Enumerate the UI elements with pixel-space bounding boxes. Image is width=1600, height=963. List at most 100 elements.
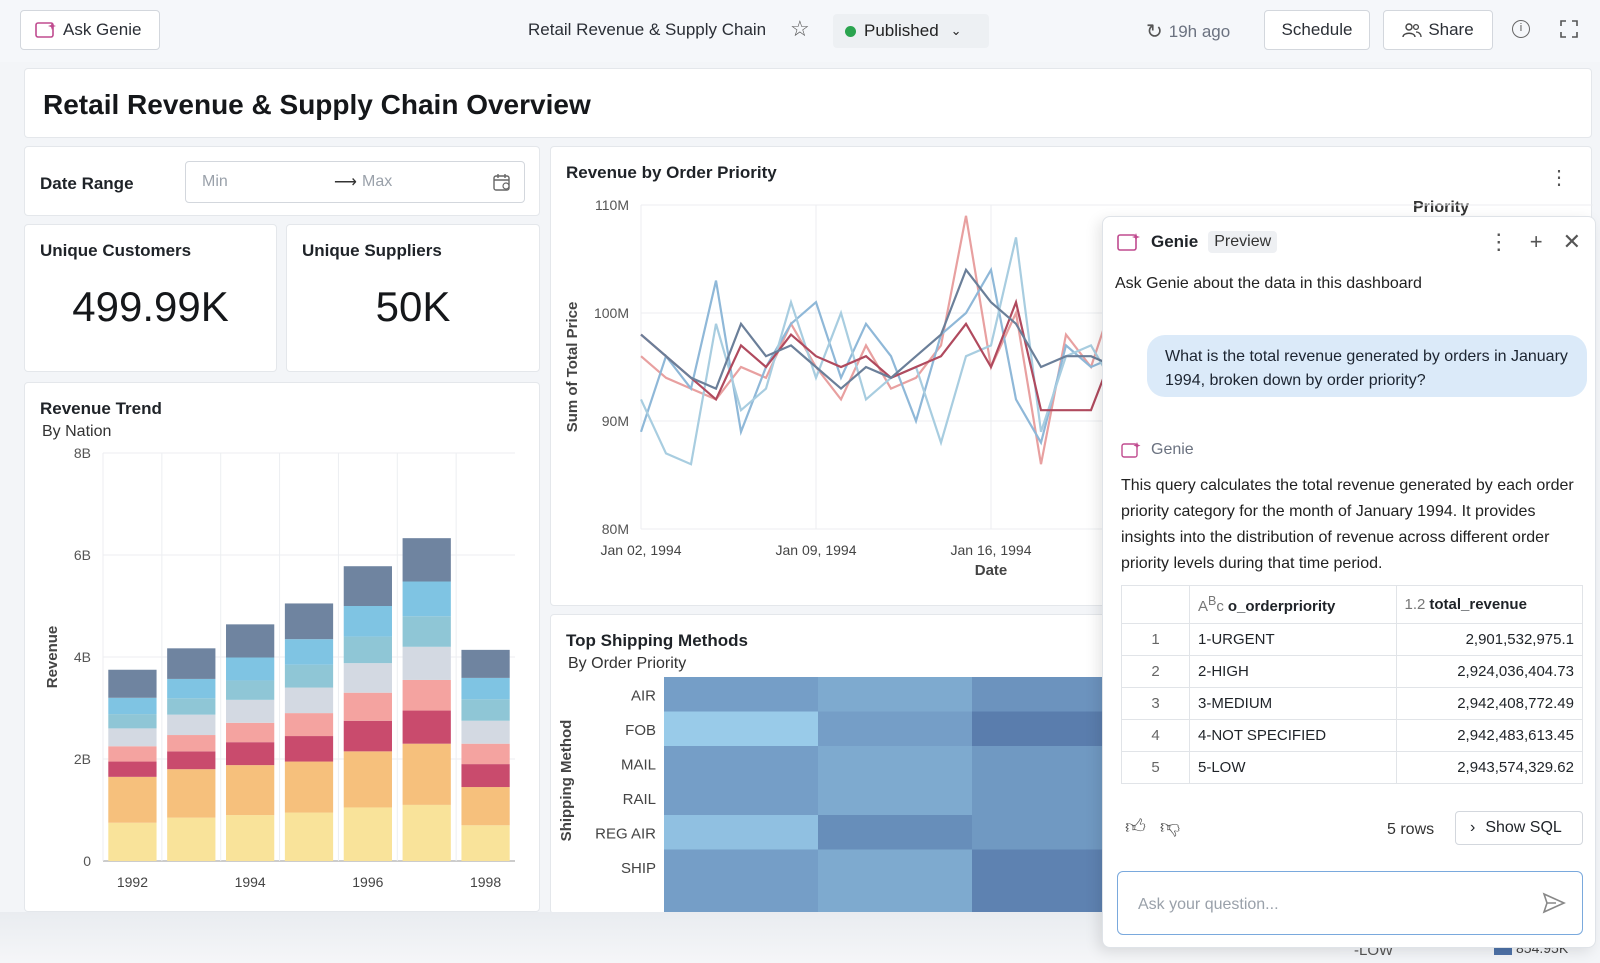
chart-title: Revenue Trend: [40, 399, 162, 418]
series-line: [640, 298, 1118, 412]
heatmap-cell: [818, 780, 972, 815]
series-line: [640, 237, 1117, 466]
ask-question-input[interactable]: Ask your question...: [1117, 871, 1583, 935]
ask-genie-button[interactable]: Ask Genie: [20, 10, 160, 50]
table-header-total-revenue[interactable]: 1.2 total_revenue: [1395, 585, 1584, 624]
rows-count: 5 rows: [1387, 821, 1435, 838]
date-max-input[interactable]: Max: [362, 173, 393, 190]
table-row: 2 2-HIGH 2,924,036,404.73: [1121, 655, 1584, 688]
date-range-input[interactable]: Min ⟶ Max: [185, 161, 525, 203]
heatmap-cell: [818, 815, 972, 850]
bar-segment: [343, 636, 392, 664]
string-type-icon: ABc: [1198, 594, 1224, 615]
close-icon[interactable]: ✕: [1562, 229, 1581, 254]
bar-segment: [402, 804, 451, 861]
genie-sparkle-icon: [1117, 233, 1140, 251]
chart-title: Revenue by Order Priority: [566, 163, 777, 182]
genie-header: Genie Preview: [1117, 231, 1278, 253]
x-tick-label: Jan 09, 1994: [776, 542, 857, 558]
schedule-label: Schedule: [1281, 20, 1353, 39]
bar-segment: [343, 663, 392, 693]
bar-segment: [402, 538, 451, 582]
row-label: FOB: [625, 722, 656, 739]
send-icon[interactable]: [1542, 892, 1566, 914]
chart-subtitle: By Nation: [42, 423, 112, 440]
plus-icon[interactable]: +: [1529, 229, 1543, 254]
y-axis-label: Shipping Method: [558, 720, 575, 842]
publish-status-dropdown[interactable]: Published ⌄: [833, 14, 989, 48]
bar-segment: [284, 761, 334, 813]
heatmap-cell: [664, 711, 818, 746]
heatmap-cell: [972, 884, 1126, 913]
y-axis-label: Sum of Total Price: [564, 302, 581, 433]
refresh-time: 19h ago: [1168, 21, 1231, 41]
bar-segment: [108, 728, 157, 747]
bar-segment: [167, 714, 216, 736]
row-label: REG AIR: [595, 825, 656, 842]
schedule-button[interactable]: Schedule: [1264, 10, 1370, 50]
bar-segment: [167, 769, 216, 818]
thumbs-up-icon[interactable]: 👍︎: [1125, 816, 1146, 838]
bar-segment: [402, 646, 451, 680]
unique-suppliers-card: Unique Suppliers 50K: [286, 224, 540, 372]
heatmap-cell: [664, 849, 818, 884]
bar-segment: [226, 815, 275, 861]
revenue-trend-chart: 0 2B 4B 6B 8B 1992 1994 1996 1998 Revenue: [44, 445, 515, 890]
dashboard-title-card: Retail Revenue & Supply Chain Overview: [24, 68, 1592, 138]
bar-segment: [167, 735, 216, 752]
bar-segment: [226, 722, 275, 743]
heatmap-cell: [818, 849, 972, 884]
show-sql-button[interactable]: › Show SQL: [1455, 811, 1583, 845]
y-tick-label: 2B: [74, 751, 91, 767]
thumbs-down-icon[interactable]: 👎︎: [1159, 816, 1181, 838]
heatmap-cell: [664, 780, 818, 815]
info-icon[interactable]: i: [1512, 20, 1530, 38]
heatmap-cell: [818, 677, 972, 712]
table-header-orderpriority[interactable]: ABc o_orderpriority: [1189, 585, 1397, 624]
ask-genie-label: Ask Genie: [63, 20, 142, 39]
status-dot-icon: [845, 25, 856, 37]
bar-segment: [284, 639, 334, 665]
star-icon[interactable]: ☆: [790, 16, 810, 41]
heatmap-cell: [972, 677, 1126, 712]
genie-sparkle-icon: [35, 22, 56, 38]
bar-segment: [343, 606, 392, 637]
x-tick-label: 1996: [352, 874, 383, 890]
refresh-button[interactable]: ↻ 19h ago: [1146, 19, 1230, 44]
bar-segment: [461, 720, 510, 744]
preview-badge: Preview: [1208, 231, 1278, 253]
chart-title: Top Shipping Methods: [566, 631, 748, 650]
share-button[interactable]: Share: [1383, 10, 1493, 50]
bar-segment: [108, 714, 157, 729]
heatmap-cell: [664, 815, 818, 850]
bar-segment: [402, 710, 451, 744]
bar-segment: [226, 624, 275, 658]
arrow-right-icon: ⟶: [334, 174, 357, 191]
legend-title: Priority: [1413, 199, 1470, 216]
kebab-menu-icon[interactable]: ⋮: [1549, 167, 1569, 189]
y-tick-label: 8B: [74, 445, 91, 461]
result-table: ABc o_orderpriority 1.2 total_revenue 1 1-U…: [1121, 585, 1584, 784]
bar-segment: [343, 692, 392, 721]
date-range-label: Date Range: [40, 174, 134, 193]
y-tick-label: 90M: [602, 413, 629, 429]
bar-segment: [461, 787, 510, 826]
heatmap-cell: [664, 884, 818, 913]
feedback-buttons: 👍︎ 👎︎: [1125, 815, 1180, 839]
kpi-label: Unique Suppliers: [302, 241, 442, 260]
status-label: Published: [864, 21, 939, 40]
y-tick-label: 80M: [602, 521, 629, 537]
date-min-input[interactable]: Min: [202, 173, 228, 190]
x-tick-label: 1998: [470, 874, 501, 890]
kebab-menu-icon[interactable]: ⋮: [1487, 229, 1510, 254]
chart-subtitle: By Order Priority: [568, 655, 687, 672]
calendar-icon[interactable]: [492, 172, 512, 192]
genie-intro: Ask Genie about the data in this dashboa…: [1115, 275, 1422, 292]
users-icon: [1402, 23, 1422, 38]
heatmap-cell: [972, 711, 1126, 746]
y-tick-label: 110M: [595, 197, 629, 213]
series-line: [640, 267, 1117, 391]
bar-segment: [108, 776, 157, 823]
bar-segment: [402, 616, 451, 647]
fullscreen-icon[interactable]: [1560, 20, 1578, 38]
